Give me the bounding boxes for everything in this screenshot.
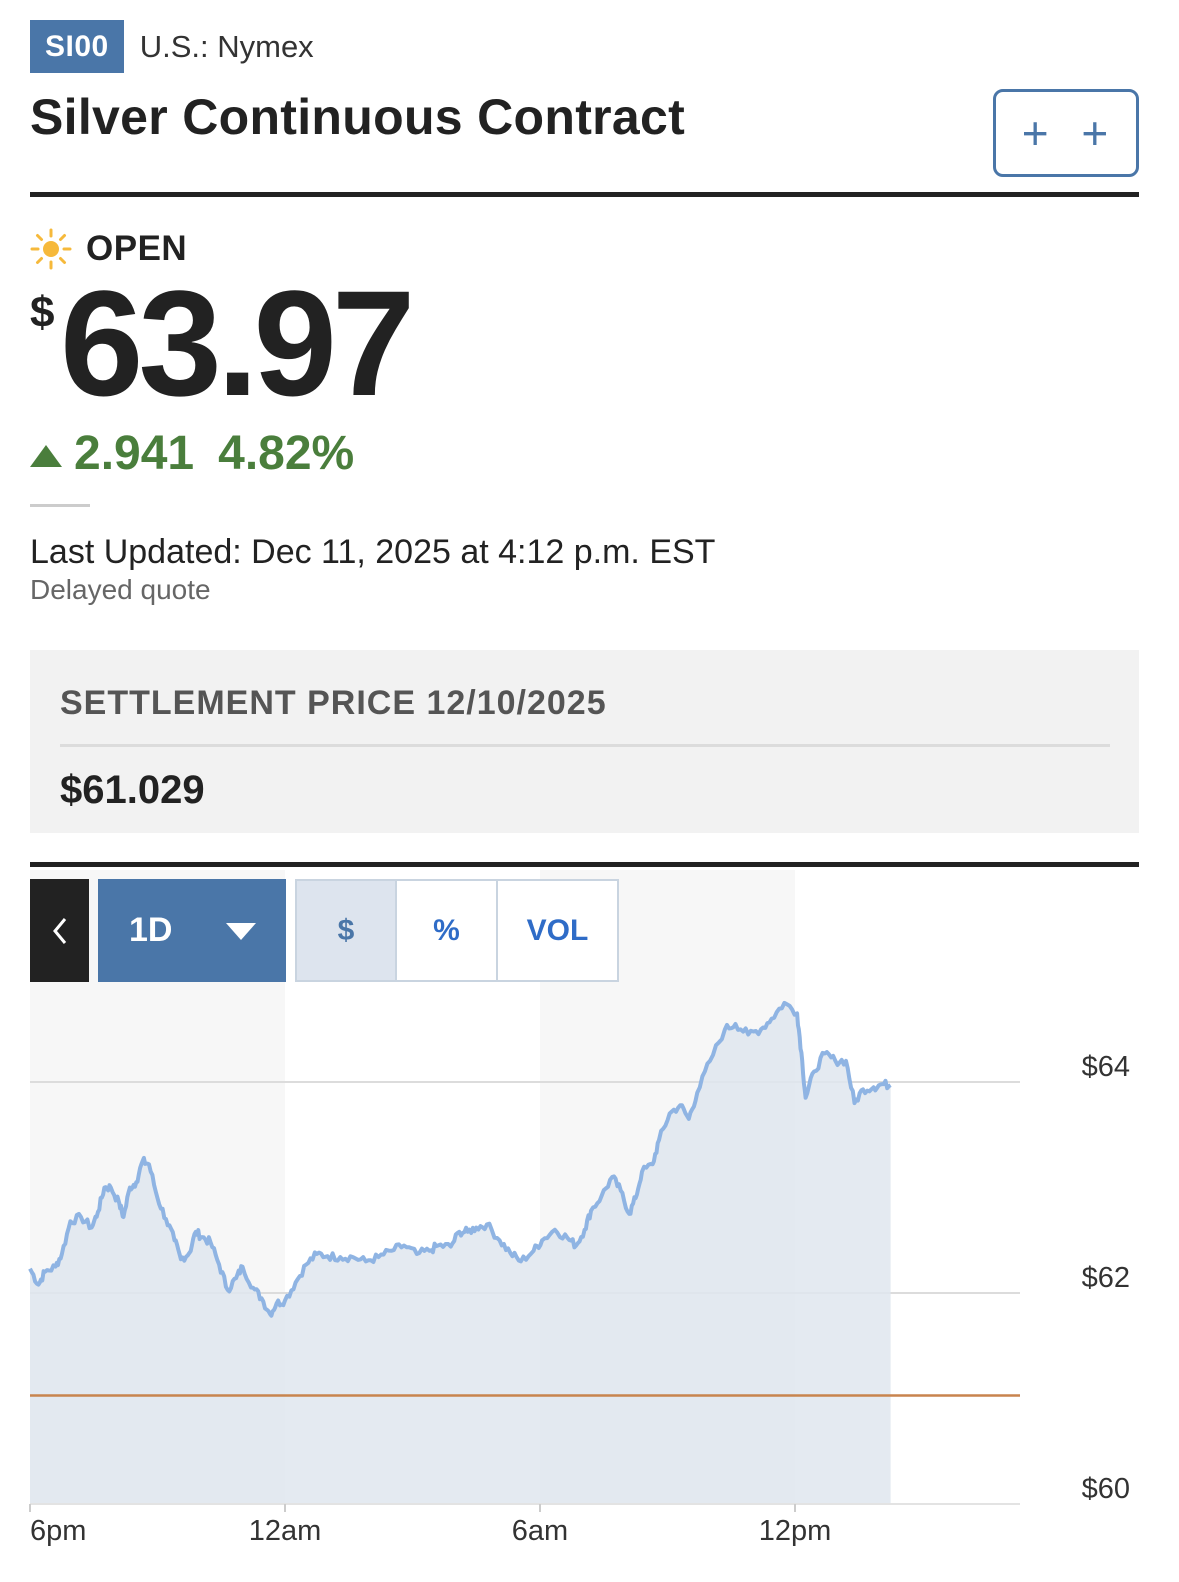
chart-y-tick-label: $62: [1082, 1262, 1130, 1294]
settlement-divider: [60, 744, 1110, 747]
chevron-left-icon: [52, 917, 66, 944]
chart-y-tick-label: $60: [1082, 1473, 1130, 1505]
ticker-row: SI00 U.S.: Nymex: [30, 20, 314, 73]
mode-percent-button[interactable]: %: [397, 881, 498, 980]
settlement-label: SETTLEMENT PRICE 12/10/2025: [60, 684, 607, 722]
header-divider: [30, 192, 1139, 197]
last-updated: Last Updated: Dec 11, 2025 at 4:12 p.m. …: [30, 533, 716, 571]
price-change: 2.941 4.82%: [30, 426, 354, 481]
add-to-watchlist-button[interactable]: + +: [993, 89, 1139, 177]
exchange-label: U.S.: Nymex: [139, 28, 314, 64]
chart-mode-toggle: $ % VOL: [295, 879, 619, 982]
delayed-quote-label: Delayed quote: [30, 574, 211, 605]
ticker-badge: SI00: [30, 20, 124, 73]
price-value: 63.97: [60, 259, 415, 427]
chart-x-tick-label: 6am: [512, 1515, 568, 1547]
price-change-percent: 4.82%: [218, 427, 355, 480]
range-dropdown[interactable]: 1D: [98, 879, 286, 982]
market-status-label: OPEN: [86, 229, 188, 268]
mode-dollar-button[interactable]: $: [297, 881, 397, 980]
chart-top-divider: [30, 862, 1139, 867]
market-status: OPEN: [30, 228, 187, 270]
chart-y-tick-label: $64: [1082, 1051, 1130, 1083]
mode-volume-button[interactable]: VOL: [526, 913, 589, 947]
chevron-down-icon: [226, 923, 256, 940]
divider: [30, 504, 90, 507]
settlement-box: SETTLEMENT PRICE 12/10/2025 $61.029: [30, 650, 1139, 833]
sun-icon: [30, 228, 72, 270]
chart-x-tick-label: 6pm: [30, 1515, 86, 1547]
chart-back-button[interactable]: [30, 879, 89, 982]
chart-series-line: [28, 1000, 892, 1318]
page-title: Silver Continuous Contract: [30, 89, 686, 145]
range-dropdown-label: 1D: [129, 911, 173, 949]
up-arrow-icon: [30, 444, 62, 467]
chart-x-tick-label: 12pm: [759, 1515, 832, 1547]
settlement-value: $61.029: [60, 768, 205, 812]
price-currency: $: [30, 288, 55, 337]
chart-area-fill: [30, 1002, 891, 1504]
price-change-value: 2.941: [74, 427, 195, 480]
chart-x-tick-label: 12am: [249, 1515, 322, 1547]
